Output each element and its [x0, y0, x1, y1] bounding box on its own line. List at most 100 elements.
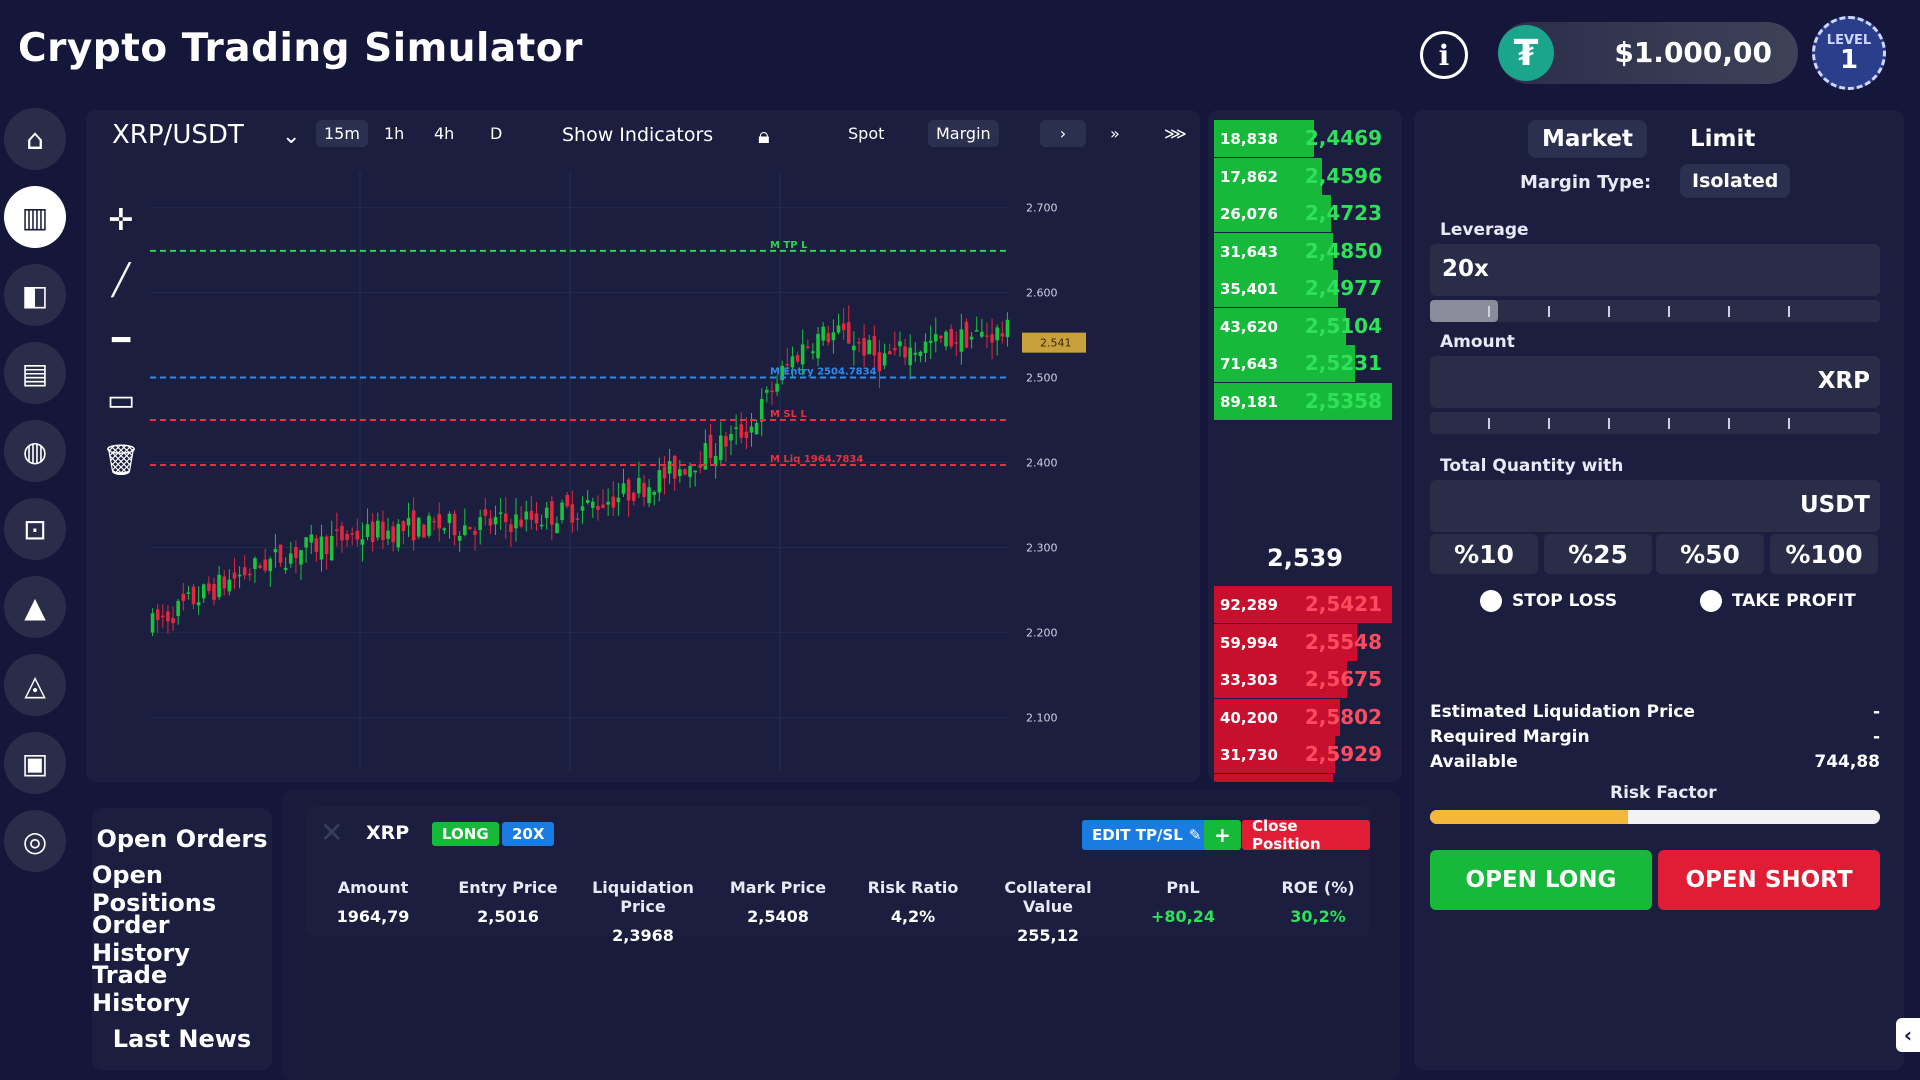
candle-body [166, 611, 170, 622]
percent-10-button[interactable]: %10 [1430, 534, 1538, 574]
candle-body [667, 461, 672, 474]
amount-slider[interactable] [1430, 412, 1880, 434]
tab-market[interactable]: Market [1528, 120, 1648, 158]
info-icon[interactable]: i [1420, 31, 1468, 79]
chevron-right-icon[interactable]: › [1040, 120, 1086, 147]
tab-order-history[interactable]: Order History [92, 911, 191, 967]
timeframe-4h[interactable]: 4h [434, 124, 455, 143]
candle-body [150, 613, 155, 633]
trash-icon[interactable]: 🗑︎ [101, 442, 141, 478]
candle-body [299, 549, 303, 565]
column-header: PnL [1166, 878, 1200, 897]
ask-row[interactable]: 40,200 2,5802 [1214, 698, 1392, 736]
ask-row[interactable]: 30,7262,6056 [1214, 773, 1392, 782]
edit-tp-sl-button[interactable]: EDIT TP/SL ✎ [1082, 820, 1212, 850]
sidebar-item-portfolio[interactable]: ◧ [4, 264, 66, 326]
ask-row[interactable]: 31,730 2,5929 [1214, 736, 1392, 773]
total-quantity-input[interactable]: USDT [1430, 480, 1880, 532]
percent-50-button[interactable]: %50 [1656, 534, 1764, 574]
percent-25-button[interactable]: %25 [1544, 534, 1652, 574]
leverage-slider[interactable] [1430, 300, 1880, 322]
margin-type-select[interactable]: Isolated [1680, 164, 1791, 198]
timeframe-15m[interactable]: 15m [316, 120, 368, 147]
level-badge[interactable]: LEVEL 1 [1812, 16, 1886, 90]
ask-row[interactable]: 59,994 2,5548 [1214, 623, 1392, 661]
sidebar-item-academy[interactable]: ▲ [4, 576, 66, 638]
candle-body [401, 521, 406, 532]
sidebar-item-settings[interactable]: ◎ [4, 810, 66, 872]
candle-body [422, 524, 426, 538]
ask-row[interactable]: 92,289 2,5421 [1214, 586, 1392, 623]
tab-open-orders[interactable]: Open Orders [96, 825, 268, 853]
tab-last-news[interactable]: Last News [112, 1025, 252, 1053]
price-chart[interactable]: 2.700 2.600 2.500 2.400 2.300 2.200 2.100 M TP … [150, 172, 1126, 770]
candle-body [196, 602, 201, 606]
candle-body [652, 491, 657, 495]
candle-body [529, 510, 534, 520]
pair-selector[interactable]: XRP/USDT ⌄ [104, 116, 308, 154]
candle-body [980, 331, 984, 337]
sidebar-item-wallet[interactable]: ▣ [4, 732, 66, 794]
horizontal-line-icon[interactable]: ━ [111, 322, 131, 358]
order-price: 2,5358 [1304, 388, 1382, 413]
spot-button[interactable]: Spot [848, 124, 885, 143]
candle-body [473, 530, 477, 535]
trendline-icon[interactable]: ╱ [111, 262, 131, 298]
timeframe-1h[interactable]: 1h [384, 124, 405, 143]
open-short-button[interactable]: OPEN SHORT [1658, 850, 1880, 910]
show-indicators-button[interactable]: Show Indicators [562, 124, 714, 146]
rectangle-icon[interactable]: ▭ [106, 382, 136, 418]
percent-100-button[interactable]: %100 [1770, 534, 1878, 574]
open-long-button[interactable]: OPEN LONG [1430, 850, 1652, 910]
bid-row[interactable]: 43,620 2,5104 [1214, 307, 1392, 345]
take-profit-toggle[interactable]: TAKE PROFIT [1700, 590, 1856, 612]
pair-label: XRP/USDT [112, 120, 244, 150]
collapse-panel-icon[interactable]: ‹ [1896, 1018, 1920, 1052]
candle-body [493, 516, 498, 525]
candle-body [637, 477, 641, 494]
order-qty: 35,401 [1220, 280, 1278, 298]
bid-row[interactable]: 89,181 2,5358 [1214, 382, 1392, 420]
ask-row[interactable]: 33,303 2,5675 [1214, 661, 1392, 698]
sidebar-item-statistics[interactable]: ◬ [4, 654, 66, 716]
sidebar-item-market[interactable]: ▥ [4, 186, 66, 248]
lock-icon[interactable]: 🔒︎ [758, 124, 770, 149]
close-position-button[interactable]: Close Position [1242, 817, 1370, 853]
candle-body [580, 506, 585, 511]
sidebar-item-shop[interactable]: ⊡ [4, 498, 66, 560]
sidebar-item-global[interactable]: ◍ [4, 420, 66, 482]
triple-chevron-icon[interactable]: ⋙ [1164, 124, 1187, 143]
bid-row[interactable]: 31,643 2,4850 [1214, 232, 1392, 270]
crosshair-icon[interactable]: ✛ [108, 202, 134, 238]
candle-body [852, 345, 856, 351]
slider-tick [1728, 418, 1730, 429]
double-chevron-icon[interactable]: » [1110, 124, 1120, 143]
total-quantity-label: Total Quantity with [1440, 456, 1624, 476]
level-label: LEVEL [1826, 32, 1872, 48]
wallet-balance[interactable]: ₮ $1.000,00 [1498, 22, 1798, 84]
bid-row[interactable]: 17,862 2,4596 [1214, 157, 1392, 195]
sidebar-item-news[interactable]: ▤ [4, 342, 66, 404]
candle-body [427, 515, 431, 536]
tab-trade-history[interactable]: Trade History [92, 961, 191, 1017]
margin-button[interactable]: Margin [928, 120, 999, 147]
leverage-field[interactable]: 20x [1430, 244, 1880, 296]
candle-body [811, 351, 815, 354]
column-value: 4,2% [890, 907, 936, 926]
column-header: Risk Ratio [867, 878, 959, 897]
sidebar-item-home[interactable]: ⌂ [4, 108, 66, 170]
bid-row[interactable]: 26,076 2,4723 [1214, 195, 1392, 232]
candle-body [949, 328, 953, 347]
candle-body [1005, 319, 1010, 338]
tab-limit[interactable]: Limit [1690, 126, 1756, 152]
depth-fill [1270, 586, 1392, 623]
add-margin-button[interactable]: + [1204, 820, 1241, 850]
bid-row[interactable]: 71,643 2,5231 [1214, 345, 1392, 382]
amount-input[interactable]: XRP [1430, 356, 1880, 408]
stop-loss-toggle[interactable]: STOP LOSS [1480, 590, 1617, 612]
timeframe-d[interactable]: D [490, 124, 503, 143]
bid-row[interactable]: 35,401 2,4977 [1214, 270, 1392, 307]
candle-body [411, 510, 416, 541]
bid-row[interactable]: 18,838 2,4469 [1214, 120, 1392, 157]
tab-open-positions[interactable]: Open Positions [92, 861, 217, 917]
